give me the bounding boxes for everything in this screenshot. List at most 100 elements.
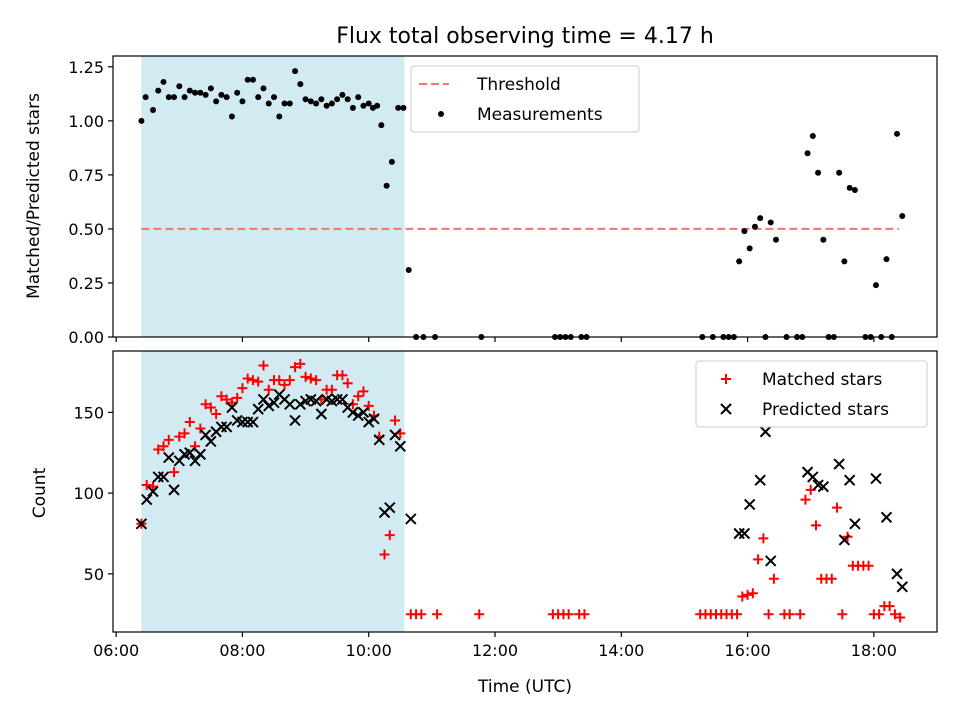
x-axis-label: Time (UTC) <box>477 677 572 697</box>
y-tick-label: 0.50 <box>68 220 104 239</box>
y-tick-label: 150 <box>73 403 104 422</box>
x-tick-label: 12:00 <box>472 641 518 660</box>
measurement-point <box>334 96 341 103</box>
predicted-stars-point <box>252 403 264 415</box>
measurement-point <box>197 89 204 96</box>
measurement-point <box>171 94 178 101</box>
chart-title: Flux total observing time = 4.17 h <box>336 24 714 49</box>
measurement-point <box>302 96 309 103</box>
measurement-point <box>271 94 278 101</box>
legend-predicted-swatch <box>720 403 732 415</box>
predicted-stars-point <box>843 474 856 486</box>
measurement-point <box>388 158 395 165</box>
matched-stars-point <box>742 589 753 600</box>
matched-stars-point <box>158 441 169 452</box>
measurement-point <box>213 98 220 105</box>
predicted-stars-point <box>263 400 275 412</box>
legend-matched-label: Matched stars <box>762 370 882 390</box>
measurement-point <box>142 94 149 101</box>
matched-stars-point <box>379 549 390 560</box>
predicted-stars-point <box>880 511 893 524</box>
x-tick-label: 14:00 <box>598 641 644 660</box>
x-tick-label: 08:00 <box>219 641 265 660</box>
predicted-stars-point <box>838 534 851 546</box>
measurement-point <box>767 219 774 226</box>
measurement-point <box>344 96 351 103</box>
legend-measurements-label: Measurements <box>477 105 603 125</box>
measurement-point <box>323 102 330 109</box>
measurement-point <box>751 223 758 230</box>
matched-stars-point <box>889 609 900 620</box>
predicted-stars-point <box>765 555 777 567</box>
matched-stars-point <box>305 373 316 384</box>
matched-stars-point <box>832 502 843 513</box>
measurement-point <box>395 104 402 111</box>
predicted-stars-point <box>294 398 307 411</box>
x-tick-label: 16:00 <box>725 641 771 660</box>
predicted-stars-point <box>891 568 903 580</box>
matched-stars-point <box>837 609 848 620</box>
observing-span-shade <box>141 351 405 632</box>
measurement-point <box>260 85 267 92</box>
measurement-point <box>851 187 858 194</box>
observing-span-shade <box>141 56 405 337</box>
matched-stars-point <box>826 573 837 584</box>
measurement-point <box>328 100 335 107</box>
predicted-stars-point <box>373 434 385 446</box>
measurement-point <box>192 89 199 96</box>
bottom-legend: Matched stars Predicted stars <box>695 360 928 428</box>
legend-matched-swatch <box>721 374 731 384</box>
measurement-point <box>286 100 293 107</box>
predicted-stars-point <box>247 416 259 428</box>
predicted-stars-point <box>194 448 207 461</box>
matched-stars-point <box>147 481 158 492</box>
matched-stars-point <box>205 402 216 413</box>
matched-stars-point <box>895 612 906 623</box>
matched-stars-point <box>284 375 295 386</box>
predicted-stars-point <box>896 581 908 593</box>
measurement-point <box>355 94 362 101</box>
matched-stars-point <box>190 441 201 452</box>
measurement-point <box>757 215 764 222</box>
predicted-stars-point <box>394 440 407 452</box>
measurement-point <box>383 182 390 189</box>
measurement-point <box>186 87 193 94</box>
matched-stars-point <box>390 415 401 426</box>
matched-stars-point <box>216 391 227 402</box>
matched-stars-point <box>163 434 174 445</box>
measurement-point <box>297 81 304 88</box>
matched-stars-point <box>342 378 353 389</box>
matched-stars-point <box>253 376 264 387</box>
x-tick-label: 10:00 <box>346 641 392 660</box>
predicted-stars-point <box>363 416 375 428</box>
matched-stars-point <box>337 370 348 381</box>
legend-box <box>695 360 928 428</box>
matched-stars-point <box>174 431 185 442</box>
predicted-stars-point <box>357 406 370 419</box>
measurement-point <box>746 245 753 252</box>
matched-stars-point <box>195 423 206 434</box>
measurement-point <box>239 98 246 105</box>
predicted-stars-point <box>738 527 751 540</box>
matched-stars-point <box>810 520 821 531</box>
bottom-panel-frame <box>112 350 938 633</box>
matched-stars-point <box>226 397 237 408</box>
measurement-point <box>155 87 162 94</box>
matched-stars-point <box>874 609 885 620</box>
predicted-stars-point <box>807 471 819 483</box>
predicted-stars-point <box>849 518 861 530</box>
matched-stars-point <box>311 375 322 386</box>
predicted-stars-point <box>743 498 756 511</box>
matched-stars-point <box>237 383 248 394</box>
predicted-stars-point <box>352 409 364 422</box>
top-panel: 0.00 0.25 0.50 0.75 1.00 1.25 Threshold Measure… <box>68 55 938 347</box>
predicted-stars-point <box>205 435 217 448</box>
matched-stars-point <box>416 609 427 620</box>
measurement-point <box>846 184 853 191</box>
predicted-stars-point <box>336 393 349 406</box>
matched-stars-point <box>179 428 190 439</box>
predicted-stars-point <box>163 451 175 464</box>
predicted-stars-point <box>184 447 196 459</box>
measurement-point <box>374 102 381 109</box>
predicted-stars-point <box>284 398 296 411</box>
